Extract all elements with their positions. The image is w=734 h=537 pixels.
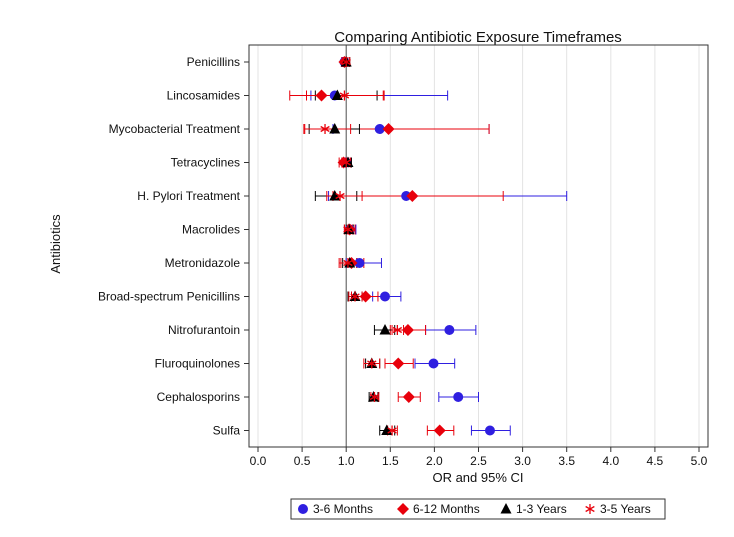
- point-3-5-years: [350, 291, 360, 302]
- point-3-5-years: [392, 325, 403, 335]
- point-6-12-months: [401, 324, 414, 336]
- point-3-5-years: [341, 157, 351, 168]
- point-3-6-months: [380, 291, 391, 302]
- point-estimates: [315, 56, 495, 437]
- point-3-5-years: [387, 425, 397, 436]
- y-tick-label: Broad-spectrum Penicillins: [98, 290, 240, 304]
- x-tick-label: 0.0: [250, 454, 267, 468]
- point-3-6-months: [444, 325, 455, 335]
- y-tick-labels: Penicillins Lincosamides Mycobacterial Tre…: [98, 55, 249, 438]
- point-3-6-months: [453, 392, 464, 402]
- legend-label-6-12-months: 6-12 Months: [413, 502, 480, 516]
- x-tick-label: 2.5: [470, 454, 487, 468]
- point-1-3-years: [329, 123, 341, 134]
- legend-label-3-6-months: 3-6 Months: [313, 502, 373, 516]
- gridlines: [257, 45, 700, 447]
- confidence-intervals: [289, 57, 568, 436]
- point-6-12-months: [392, 357, 405, 370]
- y-tick-label: Lincosamides: [167, 89, 240, 103]
- x-tick-label: 0.5: [294, 454, 311, 468]
- point-6-12-months: [406, 190, 419, 202]
- x-tick-label: 1.0: [338, 454, 355, 468]
- legend-marker-3-6-months: [298, 504, 308, 514]
- point-3-5-years: [367, 358, 377, 369]
- y-tick-label: Cephalosporins: [157, 390, 240, 404]
- point-6-12-months: [359, 290, 372, 303]
- y-tick-label: Penicillins: [187, 55, 240, 69]
- legend-marker-6-12-months: [397, 503, 409, 515]
- point-3-5-years: [339, 90, 350, 101]
- legend: 3-6 Months 6-12 Months 1-3 Years 3-5 Years: [290, 498, 666, 520]
- point-6-12-months: [382, 123, 395, 135]
- y-tick-label: Tetracyclines: [171, 156, 240, 170]
- point-6-12-months: [433, 424, 446, 437]
- ci-bar-3-5-years: [303, 124, 352, 134]
- x-axis-label: OR and 95% CI: [432, 470, 523, 485]
- y-tick-label: H. Pylori Treatment: [137, 189, 240, 203]
- legend-label-3-5-years: 3-5 Years: [600, 502, 651, 516]
- point-3-5-years: [343, 258, 353, 268]
- point-3-6-months: [401, 191, 412, 201]
- x-tick-label: 2.0: [426, 454, 443, 468]
- x-tick-labels: 0.0 0.5 1.0 1.5 2.0 2.5 3.0 3.5 4.0 4.5 5.0: [250, 447, 708, 468]
- point-3-5-years: [341, 57, 351, 67]
- x-tick-label: 3.0: [514, 454, 531, 468]
- point-3-5-years: [335, 191, 345, 201]
- point-6-12-months: [402, 391, 415, 403]
- legend-box: [290, 498, 666, 520]
- x-tick-label: 4.5: [647, 454, 664, 468]
- x-tick-label: 3.5: [558, 454, 575, 468]
- point-1-3-years: [379, 324, 391, 335]
- y-tick-label: Macrolides: [182, 223, 240, 237]
- point-3-5-years: [320, 124, 330, 134]
- point-3-6-months: [484, 425, 495, 436]
- y-tick-label: Mycobacterial Treatment: [109, 122, 241, 136]
- point-3-5-years: [343, 224, 353, 235]
- legend-marker-1-3-years: [500, 503, 512, 514]
- y-tick-label: Metronidazole: [165, 256, 241, 270]
- legend-marker-3-5-years: [585, 504, 595, 514]
- legend-label-1-3-years: 1-3 Years: [516, 502, 567, 516]
- x-tick-label: 5.0: [691, 454, 708, 468]
- point-3-6-months: [354, 258, 365, 268]
- y-tick-label: Nitrofurantoin: [168, 323, 240, 337]
- y-tick-label: Sulfa: [213, 424, 241, 438]
- point-3-6-months: [428, 358, 439, 369]
- y-tick-label: Fluroquinolones: [155, 357, 240, 371]
- x-tick-label: 4.0: [602, 454, 619, 468]
- x-tick-label: 1.5: [382, 454, 399, 468]
- chart-title: Comparing Antibiotic Exposure Timeframes: [334, 29, 622, 46]
- point-3-5-years: [369, 392, 380, 402]
- y-axis-label: Antibiotics: [48, 214, 63, 274]
- point-3-6-months: [374, 124, 385, 134]
- point-6-12-months: [315, 89, 328, 102]
